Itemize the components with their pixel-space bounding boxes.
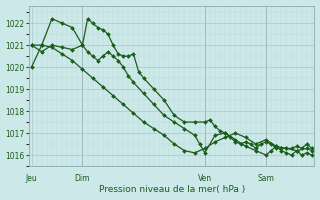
X-axis label: Pression niveau de la mer( hPa ): Pression niveau de la mer( hPa ) <box>99 185 245 194</box>
